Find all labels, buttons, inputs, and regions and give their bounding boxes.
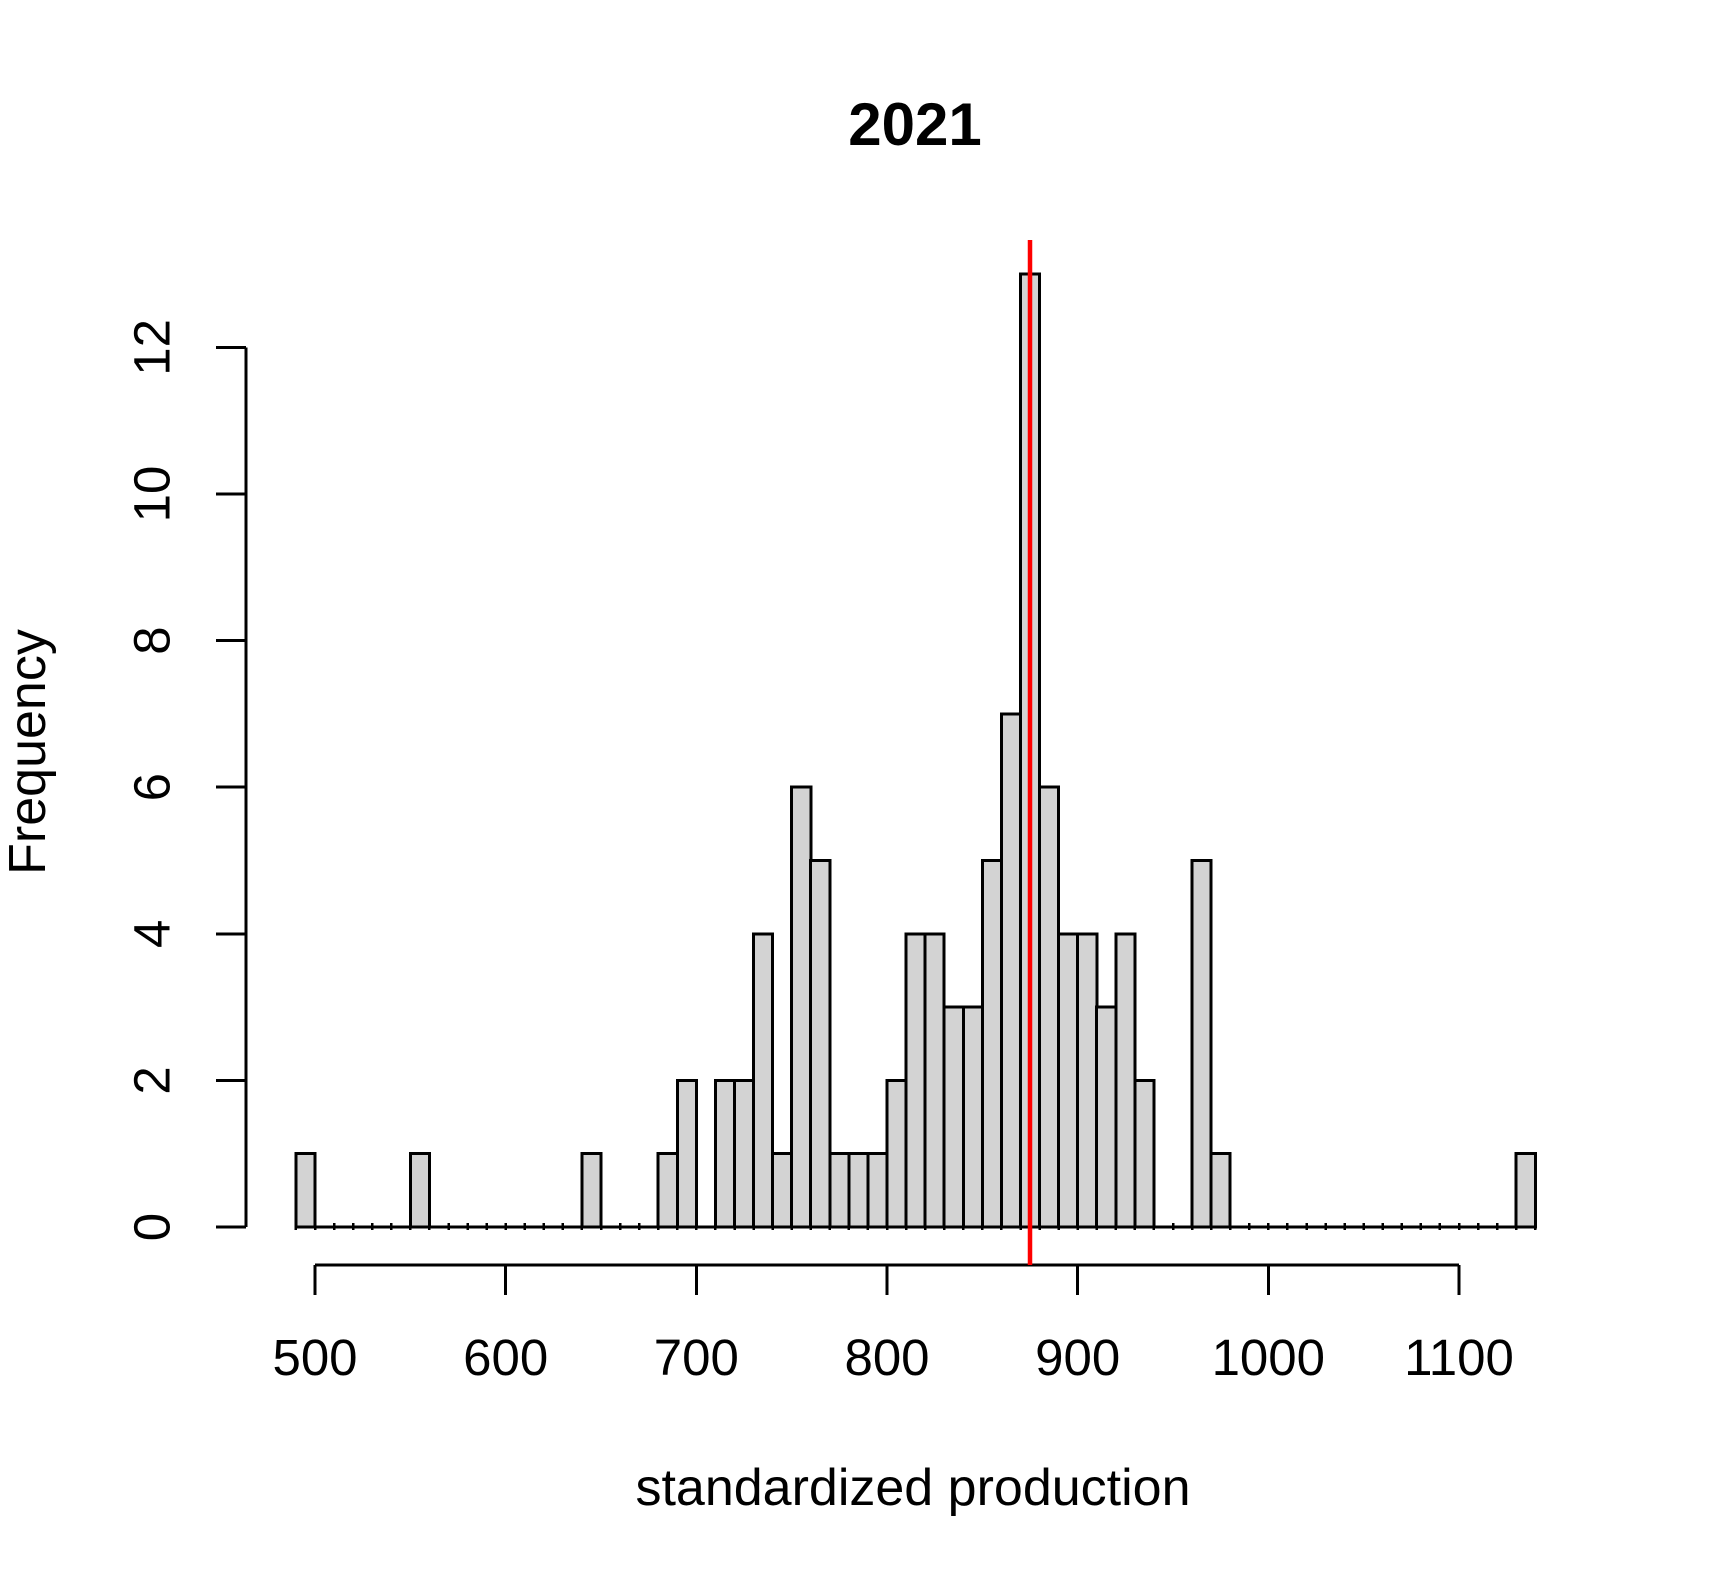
x-tick-label: 1100 [1404,1329,1514,1386]
histogram-bar [713,1078,736,1229]
histogram-bar [1209,1152,1232,1229]
histogram-bar [1190,859,1213,1229]
histogram-bar [980,859,1003,1229]
histogram-bar [790,785,813,1229]
y-axis-tick-labels: 0 2 4 6 8 10 12 [124,319,181,1241]
histogram-bar [408,1152,431,1229]
histogram-bar [847,1152,870,1229]
x-tick-label: 900 [1035,1329,1120,1386]
histogram-bar [294,1152,317,1229]
x-tick-label: 800 [844,1329,929,1386]
histogram-bar [809,859,832,1229]
histogram-bar [904,932,927,1229]
histogram-bar [1057,932,1080,1229]
y-tick-label: 10 [124,466,181,523]
y-tick-label: 2 [124,1066,181,1094]
histogram-bar [923,932,946,1229]
histogram-bar [1514,1152,1537,1229]
x-axis-ticks [313,1265,1461,1295]
y-axis: 0 2 4 6 8 10 12 [124,319,248,1241]
histogram-bar [1114,932,1137,1229]
histogram-bar [961,1005,984,1229]
histogram-bar [580,1152,603,1229]
histogram-bar [999,712,1022,1229]
histogram-bar [942,1005,965,1229]
y-axis-label: Frequency [0,629,57,875]
x-axis-tick-labels: 500 600 700 800 900 1000 1100 [272,1329,1513,1386]
histogram-bar [771,1152,794,1229]
histogram-bar [885,1078,908,1229]
chart-title: 2021 [848,91,981,158]
histogram-bar [675,1078,698,1229]
histogram-bars [294,272,1537,1229]
y-tick-label: 6 [124,773,181,801]
y-tick-label: 0 [124,1213,181,1241]
y-tick-label: 8 [124,626,181,654]
y-tick-label: 12 [124,319,181,376]
x-axis: 500 600 700 800 900 1000 1100 [272,1263,1514,1386]
y-tick-label: 4 [124,920,181,948]
histogram-bar [1133,1078,1156,1229]
histogram-bar [1076,932,1099,1229]
histogram-bar [656,1152,679,1229]
histogram-bar [733,1078,756,1229]
x-tick-label: 1000 [1212,1329,1325,1386]
x-tick-label: 600 [463,1329,548,1386]
x-tick-label: 500 [272,1329,357,1386]
y-axis-ticks [216,345,246,1229]
histogram-bar [752,932,775,1229]
histogram-bar [828,1152,851,1229]
x-axis-label: standardized production [635,1459,1190,1517]
x-tick-label: 700 [654,1329,739,1386]
histogram-bar [866,1152,889,1229]
histogram-bar [1095,1005,1118,1229]
histogram-bar [1038,785,1061,1229]
